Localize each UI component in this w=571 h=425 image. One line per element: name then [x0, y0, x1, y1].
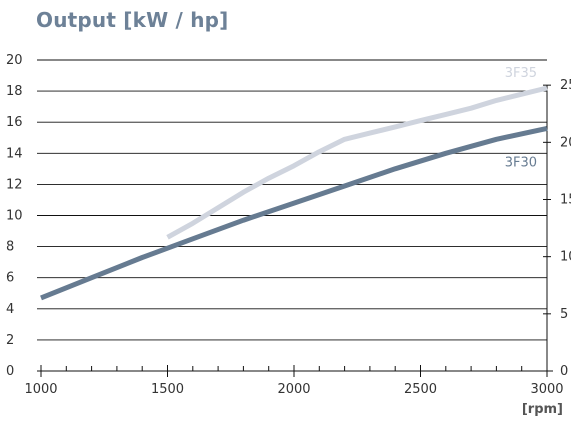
series-lines: [40, 85, 548, 301]
x-tick-label: 2000: [277, 382, 310, 397]
y-tick-label-left: 12: [6, 177, 23, 192]
x-tick-label: 1000: [24, 382, 57, 397]
grid-lines: [37, 59, 547, 341]
y-tick-label-left: 16: [6, 115, 23, 130]
y-tick-label-left: 20: [6, 53, 23, 68]
axes: [37, 84, 553, 377]
series-label-3f30: 3F30: [505, 155, 537, 170]
y-tick-label-right: 20: [560, 135, 571, 150]
y-tick-label-right: 15: [560, 192, 571, 207]
y-tick-label-right: 10: [560, 250, 571, 265]
y-tick-label-right: 0: [560, 364, 568, 379]
y-tick-label-left: 0: [6, 364, 14, 379]
y-tick-label-left: 8: [6, 240, 14, 255]
y-tick-label-right: 25: [560, 78, 571, 93]
series-line-3f30: [40, 125, 548, 301]
y-tick-label-left: 10: [6, 209, 23, 224]
y-tick-label-left: 2: [6, 333, 14, 348]
chart-title: Output [kW / hp]: [36, 8, 229, 32]
y-tick-label-left: 6: [6, 271, 14, 286]
x-tick-label: 1500: [151, 382, 184, 397]
series-line-3f35: [166, 85, 548, 240]
x-tick-label: 2500: [404, 382, 437, 397]
x-tick-label: 3000: [530, 382, 563, 397]
series-label-3f35: 3F35: [505, 66, 537, 81]
x-axis-unit: [rpm]: [522, 402, 563, 417]
y-tick-label-left: 4: [6, 302, 14, 317]
y-tick-label-left: 18: [6, 84, 23, 99]
y-tick-label-right: 5: [560, 307, 568, 322]
y-tick-label-left: 14: [6, 146, 23, 161]
labels: 0 2 4 6 8 10 12 14 16 18 20 0 5 10 15 20 25 1000 1500 2000 2…: [6, 53, 571, 417]
